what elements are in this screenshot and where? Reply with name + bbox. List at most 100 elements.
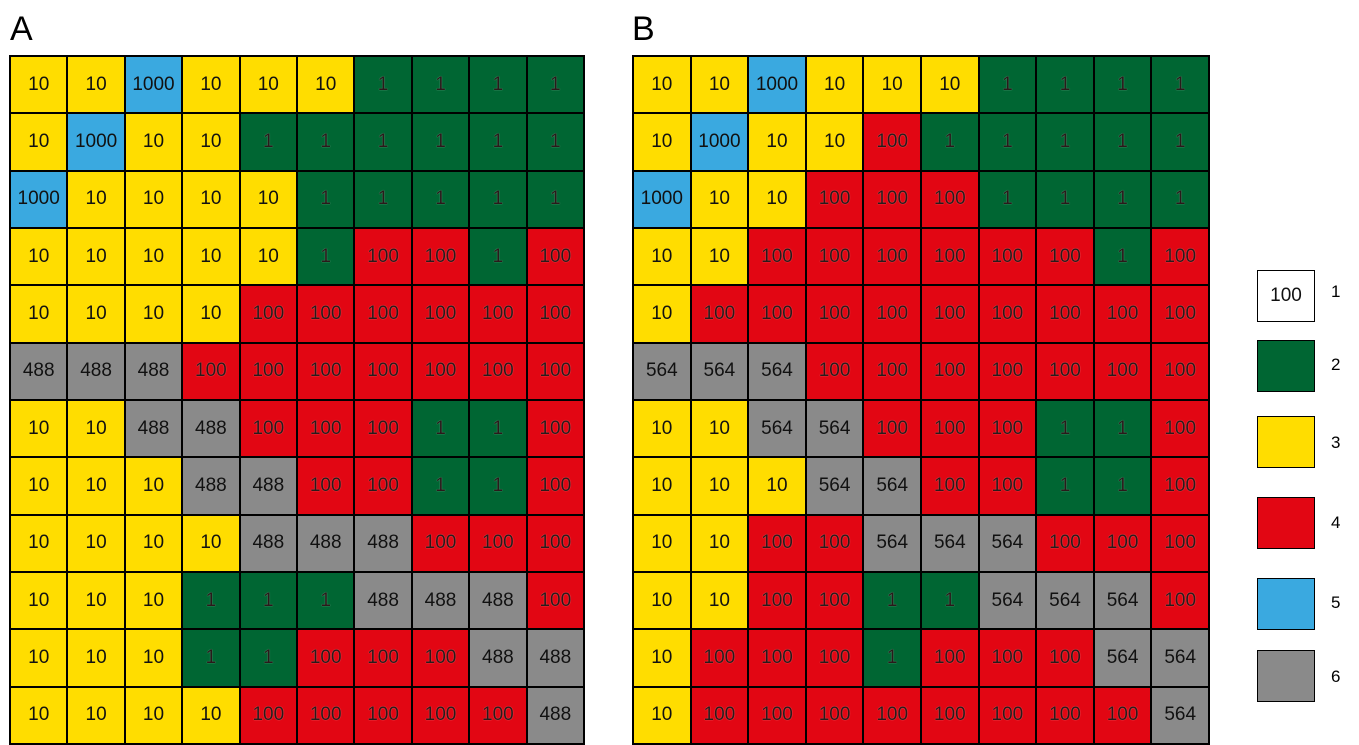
grid-cell: 100 <box>1151 457 1209 515</box>
grid-cell: 100 <box>526 285 584 343</box>
legend-swatch-3 <box>1257 416 1315 468</box>
grid-cell: 564 <box>920 514 979 572</box>
grid-cell: 1 <box>920 571 979 630</box>
grid-cell: 10 <box>690 227 749 286</box>
grid-cell: 100 <box>1036 227 1094 286</box>
grid-cell: 10 <box>10 399 68 458</box>
grid-cell: 100 <box>469 514 527 572</box>
grid-cell: 100 <box>411 686 470 744</box>
grid-cell: 10 <box>690 514 749 572</box>
grid-cell: 100 <box>297 629 355 687</box>
grid-cell: 1 <box>1093 56 1152 114</box>
grid-cell: 10 <box>124 514 183 572</box>
grid-cell: 10 <box>633 571 691 630</box>
grid-cell: 564 <box>805 457 864 515</box>
grid-cell: 100 <box>354 285 412 343</box>
grid-cell: 564 <box>1093 629 1152 687</box>
grid-cell: 100 <box>920 399 979 458</box>
grid-cell: 564 <box>863 514 921 572</box>
grid-cell: 10 <box>67 514 125 572</box>
grid-cell: 100 <box>411 227 470 286</box>
grid-cell: 10 <box>124 227 183 286</box>
grid-cell: 564 <box>690 342 749 400</box>
grid-cell: 1 <box>182 571 240 630</box>
grid-cell: 10 <box>124 571 183 630</box>
grid-cell: 1 <box>411 399 470 458</box>
grid-cell: 10 <box>182 514 240 572</box>
grid-cell: 100 <box>354 227 412 286</box>
grid-cell: 100 <box>354 457 412 515</box>
grid-cell: 100 <box>978 342 1037 400</box>
grid-cell: 10 <box>633 56 691 114</box>
grid-cell: 1 <box>526 170 584 228</box>
grid-cell: 1 <box>1151 113 1209 171</box>
grid-cell: 100 <box>239 342 297 400</box>
grid-cell: 10 <box>10 571 68 630</box>
grid-cell: 100 <box>1151 285 1209 343</box>
grid-cell: 100 <box>748 514 806 572</box>
grid-cell: 100 <box>1093 285 1152 343</box>
legend-item-2 <box>1257 340 1317 392</box>
grid-cell: 100 <box>1151 514 1209 572</box>
grid-cell: 100 <box>297 285 355 343</box>
grid-cell: 10 <box>805 113 864 171</box>
grid-cell: 100 <box>239 686 297 744</box>
grid-cell: 1000 <box>748 56 806 114</box>
grid-cell: 1 <box>1036 170 1094 228</box>
grid-cell: 100 <box>1151 342 1209 400</box>
grid-cell: 100 <box>526 457 584 515</box>
grid-cell: 100 <box>805 227 864 286</box>
grid-cell: 1 <box>978 113 1037 171</box>
grid-cell: 1 <box>863 571 921 630</box>
grid-cell: 1 <box>1093 399 1152 458</box>
legend-number-4: 4 <box>1331 513 1341 532</box>
grid-cell: 488 <box>297 514 355 572</box>
grid-cell: 1 <box>1036 56 1094 114</box>
grid-cell: 100 <box>297 342 355 400</box>
grid-cell: 10 <box>690 399 749 458</box>
grid-cell: 10 <box>67 56 125 114</box>
grid-cell: 100 <box>1093 342 1152 400</box>
grid-cell: 10 <box>182 56 240 114</box>
grid-cell: 1 <box>182 629 240 687</box>
grid-cell: 1 <box>469 457 527 515</box>
grid-cell: 1 <box>1093 170 1152 228</box>
grid-cell: 10 <box>124 457 183 515</box>
grid-cell: 100 <box>805 170 864 228</box>
grid-cell: 10 <box>748 113 806 171</box>
grid-cell: 100 <box>469 342 527 400</box>
grid-cell: 10 <box>239 170 297 228</box>
grid-cell: 10 <box>10 56 68 114</box>
grid-cell: 1000 <box>633 170 691 228</box>
grid-cell: 1 <box>297 170 355 228</box>
grid-cell: 488 <box>182 457 240 515</box>
grid-cell: 10 <box>239 227 297 286</box>
grid-cell: 488 <box>411 571 470 630</box>
grid-cell: 10 <box>10 629 68 687</box>
grid-cell: 100 <box>411 342 470 400</box>
grid-cell: 1 <box>469 399 527 458</box>
grid-cell: 100 <box>469 686 527 744</box>
grid-cell: 1 <box>469 113 527 171</box>
grid-cell: 1000 <box>67 113 125 171</box>
legend-item-6 <box>1257 650 1317 702</box>
grid-cell: 1 <box>863 629 921 687</box>
grid-cell: 100 <box>239 285 297 343</box>
grid-cell: 564 <box>805 399 864 458</box>
grid-cell: 100 <box>690 629 749 687</box>
grid-cell: 100 <box>863 227 921 286</box>
grid-cell: 1 <box>920 113 979 171</box>
grid-cell: 488 <box>239 514 297 572</box>
grid-cell: 564 <box>748 342 806 400</box>
grid-cell: 100 <box>978 629 1037 687</box>
grid-cell: 564 <box>1093 571 1152 630</box>
grid-cell: 10 <box>748 170 806 228</box>
grid-cell: 100 <box>354 342 412 400</box>
grid-cell: 10 <box>67 457 125 515</box>
legend-item-3 <box>1257 416 1317 468</box>
grid-cell: 100 <box>805 342 864 400</box>
grid-cell: 10 <box>182 227 240 286</box>
grid-cell: 564 <box>1151 629 1209 687</box>
grid-cell: 564 <box>1036 571 1094 630</box>
grid-cell: 1 <box>297 227 355 286</box>
